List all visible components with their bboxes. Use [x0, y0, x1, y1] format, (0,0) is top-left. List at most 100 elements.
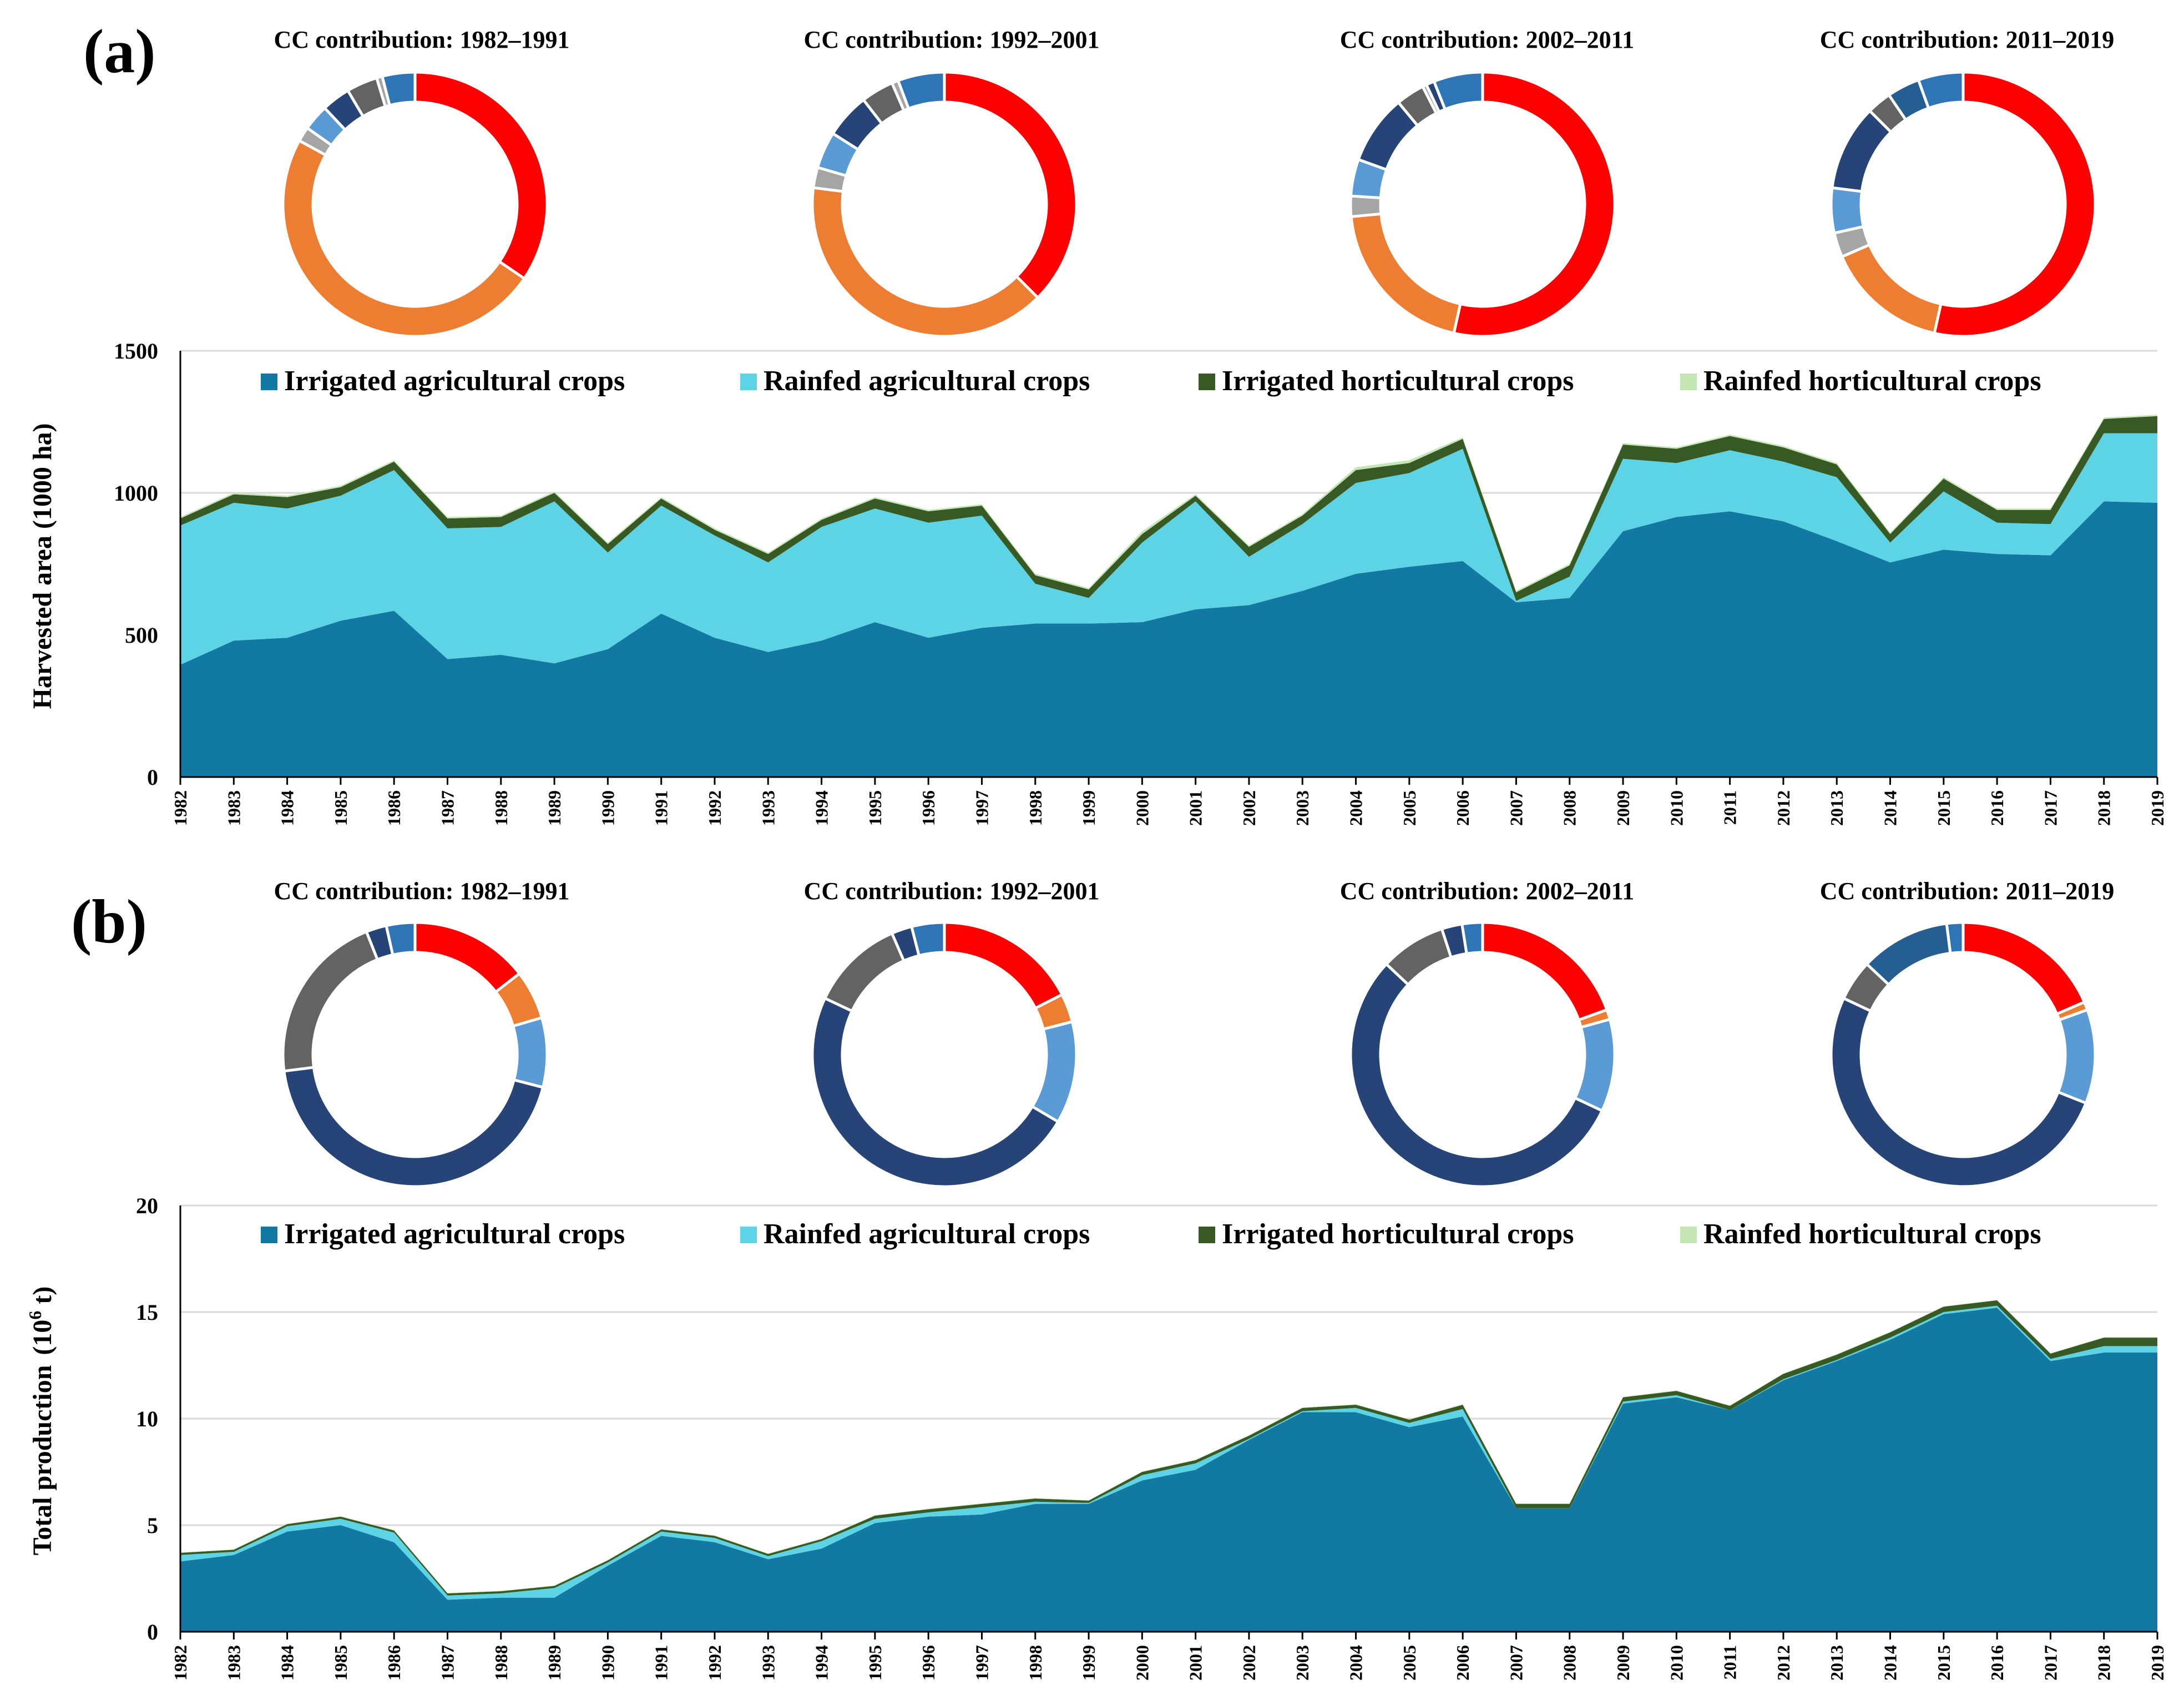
x-tick-label-a-1991: 1991	[651, 790, 671, 826]
donut-row-b: CC contribution: 1982–1991 CC contributi…	[274, 877, 2114, 1188]
x-tick-label-a-2008: 2008	[1560, 790, 1580, 826]
x-tick-label-a-2017: 2017	[2040, 790, 2060, 826]
x-tick-label-a-1997: 1997	[972, 790, 992, 826]
x-tick-label-b-2002: 2002	[1239, 1645, 1259, 1681]
y-axis-title-b-main: Total production	[28, 1365, 57, 1556]
x-tick-label-a-2019: 2019	[2147, 790, 2167, 826]
x-tick-label-b-2013: 2013	[1827, 1645, 1847, 1681]
legend-label-a-rainfed-agricultural: Rainfed agricultural crops	[764, 365, 1090, 397]
y-tick-label-b-5: 5	[147, 1513, 158, 1538]
x-tick-label-a-2006: 2006	[1453, 790, 1473, 826]
legend-label-a-irrigated-horticultural: Irrigated horticultural crops	[1222, 365, 1574, 397]
legend-label-a-irrigated-agricultural: Irrigated agricultural crops	[284, 365, 625, 397]
x-tick-label-a-2002: 2002	[1239, 790, 1259, 826]
donut-slice-b-3-7	[1460, 921, 1484, 956]
x-tick-label-b-1990: 1990	[598, 1645, 618, 1681]
x-tick-label-a-1990: 1990	[598, 790, 618, 826]
donut-slice-b-1-4	[282, 1066, 545, 1188]
donut-title-a-1: CC contribution: 1982–1991	[274, 26, 570, 53]
x-tick-label-a-1998: 1998	[1025, 790, 1045, 826]
x-tick-label-a-2005: 2005	[1399, 790, 1419, 826]
legend-swatch-b-irrigated-agricultural	[261, 1227, 277, 1243]
x-tick-label-b-2007: 2007	[1506, 1645, 1526, 1681]
x-tick-label-b-2005: 2005	[1399, 1645, 1419, 1681]
x-tick-label-b-1995: 1995	[865, 1645, 885, 1681]
stacked-area-b	[180, 1300, 2157, 1632]
x-tick-label-a-2003: 2003	[1292, 790, 1312, 826]
donut-a-1982-1991	[281, 70, 549, 338]
axes-b: 0 5 10 15 20 1982 1983 1984 1985 1986 1987 1988 1989…	[136, 1193, 2167, 1681]
x-tick-label-b-2017: 2017	[2040, 1645, 2060, 1681]
donut-slice-b-3-4	[1349, 962, 1604, 1188]
legend-swatch-a-irrigated-horticultural	[1199, 374, 1215, 390]
x-tick-label-b-2001: 2001	[1186, 1645, 1206, 1681]
panel-label-b: (b)	[71, 887, 147, 956]
donut-slice-b-4-7	[1945, 921, 1965, 955]
x-tick-label-b-1994: 1994	[812, 1645, 832, 1681]
donut-title-a-3: CC contribution: 2002–2011	[1340, 26, 1634, 53]
y-tick-label-a-0: 0	[147, 765, 158, 790]
panel-b-total-production: (b) CC contribution: 1982–1991 CC contri…	[25, 877, 2167, 1681]
y-tick-label-b-10: 10	[136, 1406, 158, 1431]
x-tick-label-a-2014: 2014	[1880, 790, 1900, 826]
x-tick-label-b-1985: 1985	[331, 1645, 351, 1681]
y-axis-title-b-unit: (10	[28, 1320, 57, 1355]
x-tick-label-b-2000: 2000	[1132, 1645, 1152, 1681]
x-tick-label-b-1986: 1986	[384, 1645, 404, 1681]
donut-title-a-2: CC contribution: 1992–2001	[804, 26, 1100, 53]
legend-swatch-a-rainfed-agricultural	[740, 374, 757, 390]
donut-a-2011-2019	[1829, 70, 2097, 338]
x-tick-label-a-1992: 1992	[705, 790, 725, 826]
x-tick-label-b-2018: 2018	[2094, 1645, 2114, 1681]
legend-swatch-b-rainfed-horticultural	[1680, 1227, 1697, 1243]
x-tick-label-b-1996: 1996	[918, 1645, 938, 1681]
x-tick-label-a-1993: 1993	[758, 790, 778, 826]
legend-label-b-irrigated-agricultural: Irrigated agricultural crops	[284, 1218, 625, 1250]
donut-slice-a-1-1	[413, 70, 549, 281]
x-tick-label-b-1983: 1983	[224, 1645, 244, 1681]
donut-slice-a-4-8	[1917, 70, 1965, 110]
donut-a-1992-2001	[811, 70, 1078, 338]
x-tick-label-b-1998: 1998	[1025, 1645, 1045, 1681]
area-a-irrigated-agricultural	[180, 501, 2157, 777]
x-tick-label-b-1991: 1991	[651, 1645, 671, 1681]
x-tick-label-a-1999: 1999	[1079, 790, 1099, 826]
donut-b-2002-2011	[1349, 921, 1616, 1188]
x-tick-label-a-2015: 2015	[1934, 790, 1954, 826]
x-tick-label-a-2016: 2016	[1987, 790, 2007, 826]
x-tick-label-a-2013: 2013	[1827, 790, 1847, 826]
x-tick-label-a-1996: 1996	[918, 790, 938, 826]
donut-title-b-4: CC contribution: 2011–2019	[1820, 877, 2114, 905]
x-tick-label-a-1983: 1983	[224, 790, 244, 826]
x-tick-label-b-1988: 1988	[491, 1645, 511, 1681]
legend-label-b-rainfed-horticultural: Rainfed horticultural crops	[1703, 1218, 2041, 1250]
x-tick-label-b-2015: 2015	[1934, 1645, 1954, 1681]
donut-b-1982-1991	[281, 921, 549, 1188]
x-tick-label-b-1992: 1992	[705, 1645, 725, 1681]
x-tick-label-b-2009: 2009	[1613, 1645, 1633, 1681]
x-tick-label-b-2014: 2014	[1880, 1645, 1900, 1681]
x-tick-label-a-2011: 2011	[1720, 790, 1740, 825]
y-axis-label-b: Total production (106 t)	[25, 1287, 57, 1556]
area-b-irrigated-agricultural	[180, 1308, 2157, 1632]
panel-a-harvested-area: (a) CC contribution: 1982–1991 CC contri…	[28, 17, 2167, 826]
donut-slice-a-4-1	[1933, 70, 2097, 338]
donut-b-2011-2019	[1829, 921, 2097, 1188]
x-tick-label-b-2012: 2012	[1773, 1645, 1793, 1681]
x-tick-label-a-2009: 2009	[1613, 790, 1633, 826]
y-tick-label-b-15: 15	[136, 1300, 158, 1325]
legend-label-b-irrigated-horticultural: Irrigated horticultural crops	[1222, 1218, 1574, 1250]
y-axis-title-a: Harvested area (1000 ha)	[28, 423, 57, 709]
donut-slice-b-1-7	[385, 921, 417, 957]
donut-title-b-3: CC contribution: 2002–2011	[1340, 877, 1634, 905]
x-tick-label-a-2012: 2012	[1773, 790, 1793, 826]
y-tick-label-a-1500: 1500	[114, 339, 158, 364]
x-tick-label-a-1982: 1982	[170, 790, 190, 826]
donut-slice-a-1-2	[281, 138, 527, 338]
y-axis-label-a: Harvested area (1000 ha)	[28, 423, 57, 709]
donut-slice-a-2-1	[943, 70, 1078, 300]
donut-slice-b-1-3	[511, 1016, 549, 1089]
donut-a-2002-2011	[1349, 70, 1616, 338]
y-tick-label-a-500: 500	[125, 623, 158, 648]
x-tick-label-b-2010: 2010	[1666, 1645, 1686, 1681]
